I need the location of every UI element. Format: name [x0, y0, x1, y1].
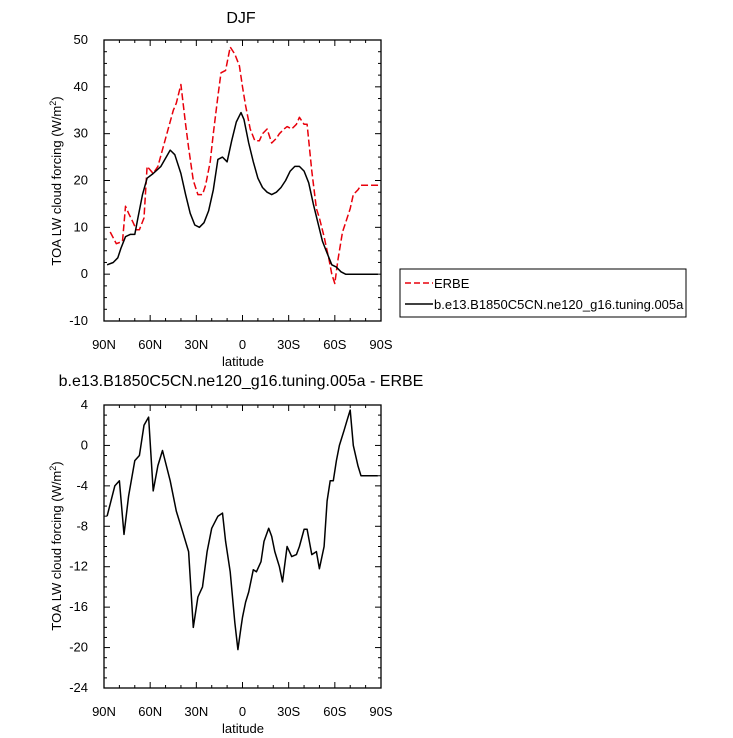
- xtick-label: 90N: [92, 337, 116, 352]
- top-chart-plot: [103, 39, 382, 322]
- top-chart-ytick-labels: -10 0 10 20 30 40 50: [69, 32, 88, 328]
- xtick-label: 60S: [323, 704, 346, 719]
- ytick-label: -10: [69, 313, 88, 328]
- xtick-label: 60S: [323, 337, 346, 352]
- xtick-label: 0: [239, 704, 246, 719]
- bottom-chart-ylabel-end: ): [49, 461, 64, 465]
- xtick-label: 60N: [138, 337, 162, 352]
- xtick-label: 30S: [277, 704, 300, 719]
- legend-label-model: b.e13.B1850C5CN.ne120_g16.tuning.005a: [434, 297, 684, 312]
- bottom-chart-ylabel-main: TOA LW cloud forcing (W/m: [49, 471, 64, 631]
- legend-label-erbe: ERBE: [434, 276, 470, 291]
- ytick-label: 0: [81, 437, 88, 452]
- bottom-chart-xtick-labels: 90N 60N 30N 0 30S 60S 90S: [92, 704, 393, 719]
- ytick-label: 4: [81, 397, 88, 412]
- bottom-chart-ylabel: TOA LW cloud forcing (W/m2): [48, 461, 64, 630]
- bottom-chart-plot: [103, 404, 382, 689]
- ytick-label: -16: [69, 599, 88, 614]
- ytick-label: -12: [69, 559, 88, 574]
- ytick-label: -20: [69, 640, 88, 655]
- ytick-label: 0: [81, 266, 88, 281]
- top-chart-ylabel-sup: 2: [48, 101, 58, 106]
- legend-box: [399, 268, 687, 318]
- xtick-label: 30N: [184, 704, 208, 719]
- xtick-label: 0: [239, 337, 246, 352]
- top-chart-xtick-labels: 90N 60N 30N 0 30S 60S 90S: [92, 337, 393, 352]
- ytick-label: 10: [74, 219, 88, 234]
- xtick-label: 60N: [138, 704, 162, 719]
- top-chart-xlabel: latitude: [222, 354, 264, 369]
- ytick-label: -24: [69, 680, 88, 695]
- xtick-label: 30N: [184, 337, 208, 352]
- ytick-label: -4: [76, 478, 88, 493]
- ytick-label: -8: [76, 518, 88, 533]
- xtick-label: 30S: [277, 337, 300, 352]
- bottom-chart-title: b.e13.B1850C5CN.ne120_g16.tuning.005a - …: [59, 373, 424, 390]
- top-chart-ylabel-end: ): [49, 96, 64, 100]
- ytick-label: 20: [74, 173, 88, 188]
- bottom-chart-series: [106, 409, 378, 651]
- bottom-chart-xlabel: latitude: [222, 721, 264, 736]
- chart0-series-line-0: [109, 46, 380, 285]
- top-chart-ylabel: TOA LW cloud forcing (W/m2): [48, 96, 64, 265]
- top-chart: DJF -10 0 10 20 30 40 50 90N 60N 30N 0 30S 60S 90S l…: [48, 10, 687, 369]
- xtick-label: 90N: [92, 704, 116, 719]
- chart1-series-line-0: [106, 409, 378, 651]
- bottom-chart-ytick-labels: -24 -20 -16 -12 -8 -4 0 4: [69, 397, 88, 695]
- xtick-label: 90S: [369, 704, 392, 719]
- top-chart-frame: [103, 39, 382, 322]
- xtick-label: 90S: [369, 337, 392, 352]
- top-chart-series: [106, 46, 380, 285]
- top-chart-title: DJF: [226, 10, 256, 27]
- ytick-label: 50: [74, 32, 88, 47]
- bottom-chart-frame: [103, 404, 382, 689]
- bottom-chart: b.e13.B1850C5CN.ne120_g16.tuning.005a - …: [48, 373, 423, 736]
- ytick-label: 40: [74, 79, 88, 94]
- ytick-label: 30: [74, 126, 88, 141]
- top-chart-legend: ERBE b.e13.B1850C5CN.ne120_g16.tuning.00…: [399, 268, 687, 318]
- bottom-chart-ylabel-sup: 2: [48, 466, 58, 471]
- top-chart-ylabel-main: TOA LW cloud forcing (W/m: [49, 106, 64, 266]
- chart0-series-line-1: [106, 111, 378, 275]
